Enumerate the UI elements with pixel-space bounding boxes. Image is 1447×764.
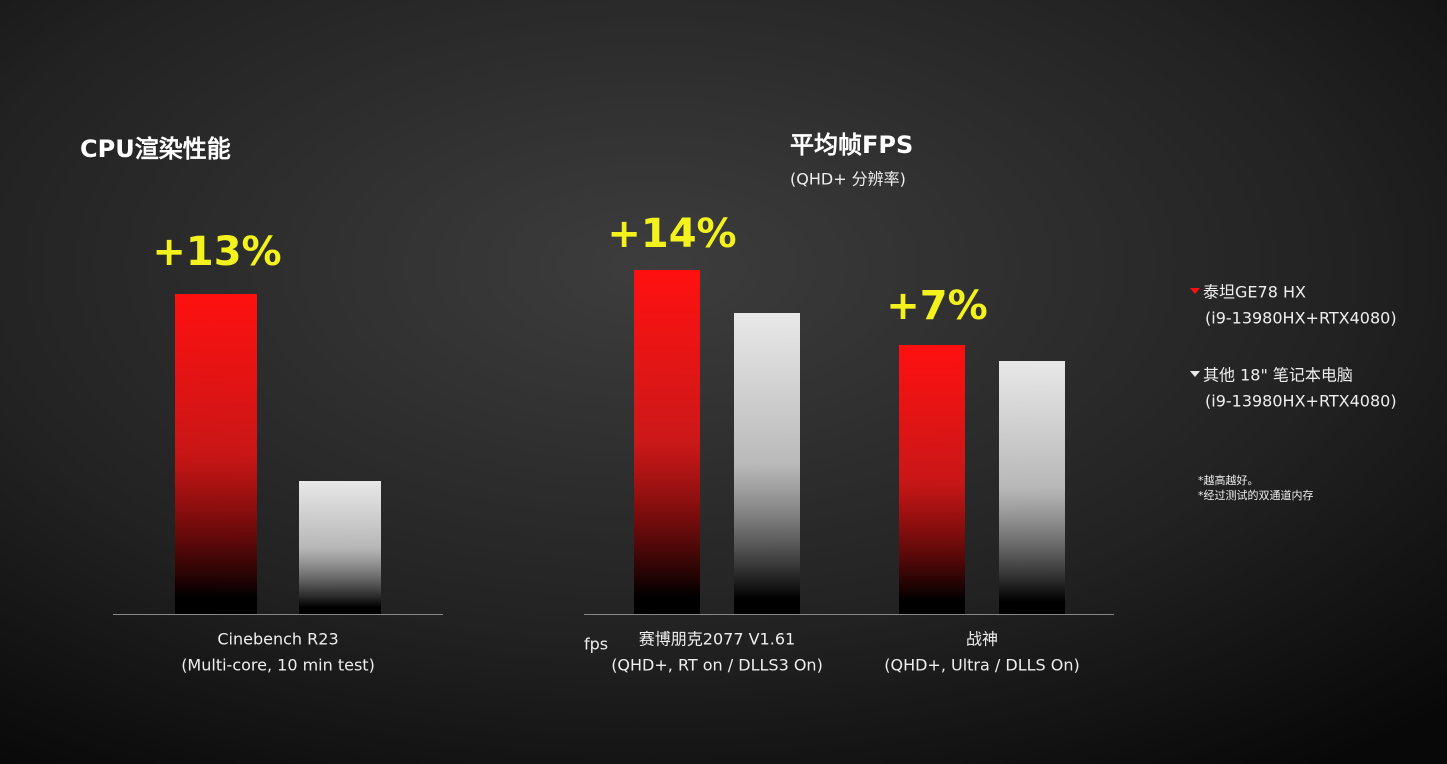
legend-spec: (i9-13980HX+RTX4080) — [1205, 309, 1397, 328]
chart-title: CPU渲染性能 — [80, 135, 231, 163]
note: *越高越好。 — [1198, 473, 1259, 487]
x-tick-label: 战神 — [966, 630, 998, 649]
note: *经过测试的双通道内存 — [1198, 488, 1314, 502]
chart-subtitle: (QHD+ 分辨率) — [790, 170, 906, 189]
x-tick-label: (QHD+, Ultra / DLLS On) — [884, 656, 1080, 675]
x-tick-label: (QHD+, RT on / DLLS3 On) — [611, 656, 823, 675]
bar — [299, 481, 381, 614]
bar — [734, 313, 800, 614]
x-tick-label: 赛博朋克2077 V1.61 — [639, 630, 795, 649]
bar — [175, 294, 257, 614]
legend-label: 其他 18" 笔记本电脑 — [1203, 366, 1353, 385]
y-axis-label: fps — [584, 635, 608, 654]
x-tick-label: (Multi-core, 10 min test) — [181, 656, 375, 675]
chart-title: 平均帧FPS — [790, 131, 913, 159]
annotation: +13% — [152, 229, 281, 275]
bar — [999, 361, 1065, 614]
annotation: +7% — [886, 283, 987, 329]
bar — [634, 270, 700, 614]
legend-label: 泰坦GE78 HX — [1203, 283, 1306, 302]
legend-marker — [1190, 288, 1200, 294]
x-tick-label: Cinebench R23 — [217, 630, 338, 649]
bar — [899, 345, 965, 614]
legend-spec: (i9-13980HX+RTX4080) — [1205, 392, 1397, 411]
annotation: +14% — [607, 211, 736, 257]
legend-marker — [1190, 371, 1200, 377]
